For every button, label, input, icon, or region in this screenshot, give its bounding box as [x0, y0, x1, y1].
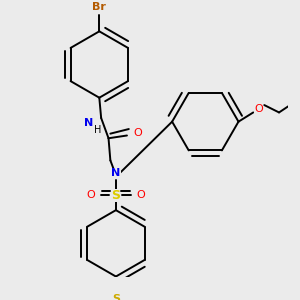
- Text: N: N: [84, 118, 93, 128]
- Text: Br: Br: [92, 2, 106, 12]
- Text: H: H: [94, 125, 101, 135]
- Text: O: O: [254, 104, 263, 114]
- Text: S: S: [111, 189, 120, 202]
- Text: N: N: [111, 168, 121, 178]
- Text: O: O: [134, 128, 142, 138]
- Text: S: S: [112, 294, 120, 300]
- Text: O: O: [136, 190, 145, 200]
- Text: O: O: [87, 190, 95, 200]
